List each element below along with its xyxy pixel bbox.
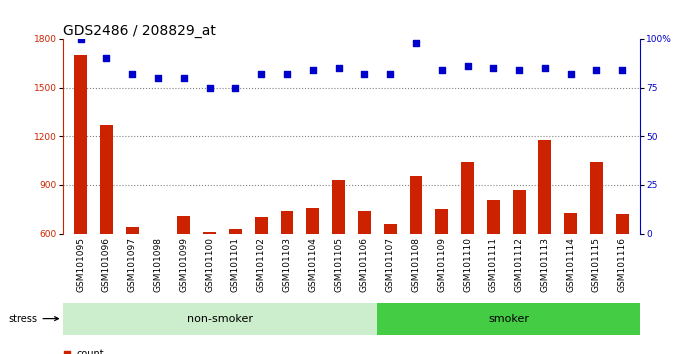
Point <box>230 85 241 90</box>
Text: GSM101102: GSM101102 <box>257 238 266 292</box>
Bar <box>487 200 500 331</box>
Text: GSM101103: GSM101103 <box>283 238 292 292</box>
Bar <box>255 217 268 331</box>
Text: GSM101110: GSM101110 <box>463 238 472 292</box>
Text: GSM101106: GSM101106 <box>360 238 369 292</box>
Bar <box>435 209 448 331</box>
Bar <box>152 235 164 331</box>
Point <box>514 67 525 73</box>
Bar <box>616 214 628 331</box>
Text: stress: stress <box>8 314 58 324</box>
Point <box>75 36 86 42</box>
Bar <box>74 55 87 331</box>
Point <box>281 71 292 77</box>
Bar <box>513 190 525 331</box>
Text: GSM101114: GSM101114 <box>566 238 575 292</box>
Point <box>411 40 422 46</box>
Point <box>436 67 448 73</box>
Text: GSM101097: GSM101097 <box>128 238 137 292</box>
Bar <box>377 303 640 335</box>
Text: GSM101098: GSM101098 <box>154 238 163 292</box>
Text: GDS2486 / 208829_at: GDS2486 / 208829_at <box>63 24 216 38</box>
Text: GSM101108: GSM101108 <box>411 238 420 292</box>
Bar <box>564 212 577 331</box>
Text: GSM101100: GSM101100 <box>205 238 214 292</box>
Point <box>385 71 396 77</box>
Text: non-smoker: non-smoker <box>187 314 253 324</box>
Point <box>152 75 164 81</box>
Bar <box>229 229 242 331</box>
Bar <box>280 211 294 331</box>
Point <box>333 65 344 71</box>
Bar <box>409 176 422 331</box>
Point <box>462 63 473 69</box>
Bar <box>177 216 190 331</box>
Point <box>62 351 73 354</box>
Text: GSM101104: GSM101104 <box>308 238 317 292</box>
Point <box>539 65 551 71</box>
Bar <box>461 162 474 331</box>
Point <box>307 67 318 73</box>
Bar <box>126 227 139 331</box>
Text: GSM101109: GSM101109 <box>437 238 446 292</box>
Point <box>359 71 370 77</box>
Bar <box>203 232 216 331</box>
Bar <box>358 211 371 331</box>
Point <box>127 71 138 77</box>
Point <box>178 75 189 81</box>
Text: GSM101096: GSM101096 <box>102 238 111 292</box>
Point <box>565 71 576 77</box>
Point <box>101 56 112 61</box>
Text: GSM101116: GSM101116 <box>618 238 627 292</box>
Bar <box>100 125 113 331</box>
Point <box>488 65 499 71</box>
Text: count: count <box>77 348 104 354</box>
Bar <box>332 180 345 331</box>
Point <box>204 85 215 90</box>
Text: GSM101111: GSM101111 <box>489 238 498 292</box>
Point <box>617 67 628 73</box>
Text: GSM101105: GSM101105 <box>334 238 343 292</box>
Text: GSM101099: GSM101099 <box>180 238 189 292</box>
Bar <box>383 224 397 331</box>
Point <box>255 71 267 77</box>
Text: GSM101115: GSM101115 <box>592 238 601 292</box>
Bar <box>63 303 377 335</box>
Text: GSM101112: GSM101112 <box>514 238 523 292</box>
Bar <box>539 140 551 331</box>
Bar <box>306 208 319 331</box>
Text: smoker: smoker <box>489 314 529 324</box>
Text: GSM101107: GSM101107 <box>386 238 395 292</box>
Bar <box>590 162 603 331</box>
Point <box>591 67 602 73</box>
Text: GSM101101: GSM101101 <box>231 238 240 292</box>
Text: GSM101095: GSM101095 <box>76 238 85 292</box>
Text: GSM101113: GSM101113 <box>540 238 549 292</box>
